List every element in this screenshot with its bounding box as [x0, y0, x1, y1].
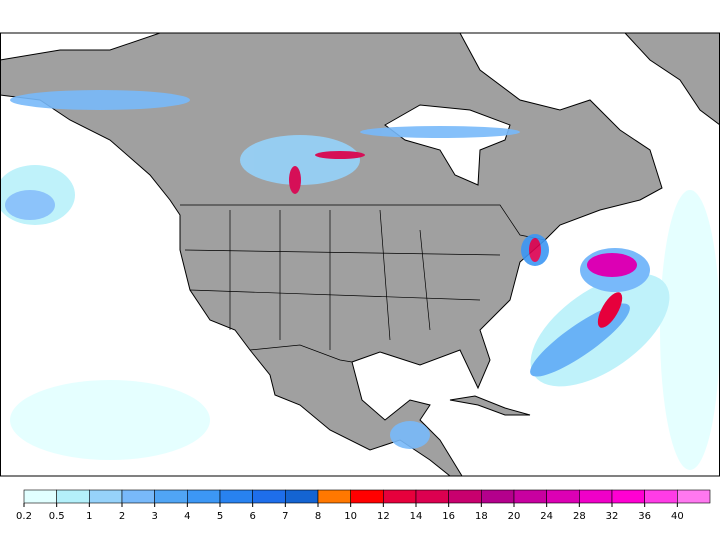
legend-label: 2: [119, 511, 125, 522]
legend-label: 1: [86, 511, 92, 522]
legend-label: 8: [315, 511, 321, 522]
legend-swatch: [219, 489, 253, 504]
legend-swatch: [187, 489, 221, 504]
greenland: [623, 32, 720, 126]
legend-label: 0.2: [16, 511, 32, 522]
legend-swatch: [350, 489, 384, 504]
legend-label: 18: [475, 511, 488, 522]
precip-land: [10, 90, 549, 449]
legend-swatch: [383, 489, 417, 504]
legend-swatch: [579, 489, 613, 504]
legend-swatch: [285, 489, 319, 504]
legend-swatch: [611, 489, 645, 504]
legend: 0.2 0.5 1 2 3 4 5 6 7 8 10 12 14 16 18 20 24 28 32 36 40: [16, 489, 711, 522]
legend-label: 32: [606, 511, 619, 522]
legend-label: 36: [638, 511, 651, 522]
hudson-bay: [384, 104, 511, 186]
legend-swatch: [546, 489, 580, 504]
legend-swatch: [677, 489, 711, 504]
legend-swatch: [89, 489, 123, 504]
legend-label: 6: [249, 511, 255, 522]
legend-label: 14: [410, 511, 423, 522]
legend-swatch: [121, 489, 155, 504]
precip-ocean: [0, 165, 720, 470]
legend-label: 5: [217, 511, 223, 522]
legend-swatch: [252, 489, 286, 504]
legend-label: 20: [508, 511, 521, 522]
storm: [580, 248, 650, 328]
legend-swatch: [23, 489, 57, 504]
legend-label: 16: [442, 511, 455, 522]
map: [0, 32, 720, 477]
legend-label: 3: [151, 511, 157, 522]
legend-swatch: [481, 489, 515, 504]
legend-swatch: [317, 489, 351, 504]
legend-label: 12: [377, 511, 390, 522]
legend-swatch: [154, 489, 188, 504]
legend-swatch: [56, 489, 90, 504]
legend-swatch: [513, 489, 547, 504]
cuba: [449, 395, 531, 416]
legend-label: 24: [540, 511, 553, 522]
legend-label: 7: [282, 511, 288, 522]
legend-label: 10: [344, 511, 357, 522]
legend-label: 28: [573, 511, 586, 522]
legend-swatch: [415, 489, 449, 504]
legend-swatch: [448, 489, 482, 504]
legend-label: 0.5: [49, 511, 65, 522]
legend-label: 4: [184, 511, 190, 522]
legend-label: 40: [671, 511, 684, 522]
legend-swatch: [644, 489, 678, 504]
